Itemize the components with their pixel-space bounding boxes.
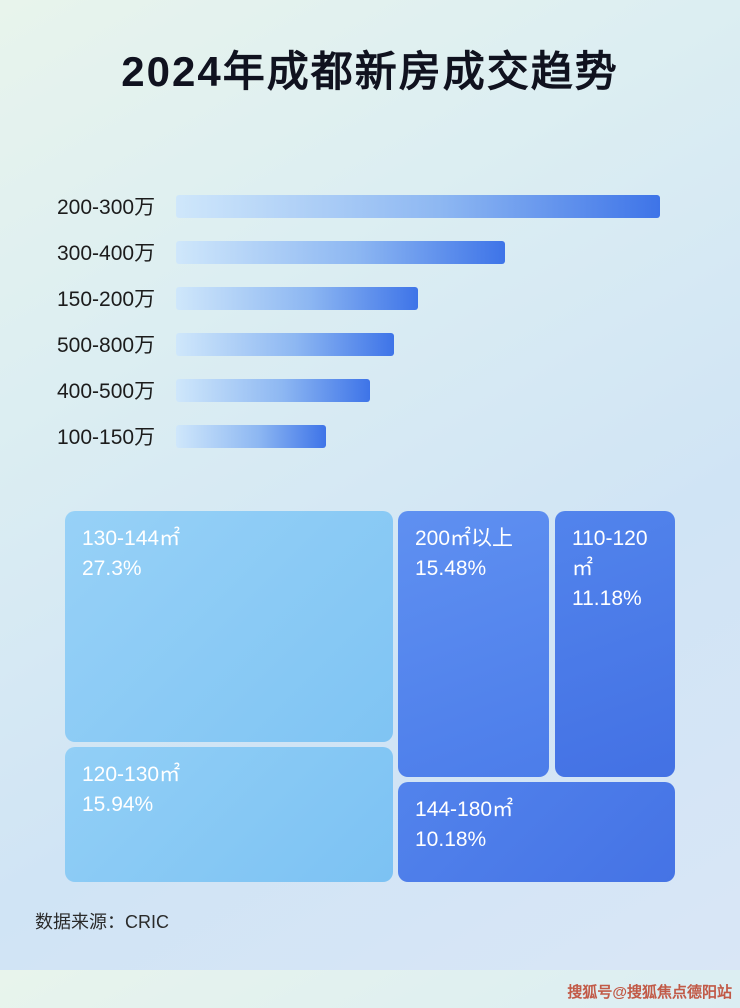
poster: 2024年成都新房成交趋势 200-300万 300-400万 150-200万 50… bbox=[0, 38, 740, 1008]
bar-label: 500-800万 bbox=[57, 334, 156, 357]
bar-track bbox=[176, 194, 660, 218]
bar-label: 400-500万 bbox=[57, 380, 156, 403]
block-label: 200㎡以上 bbox=[415, 527, 514, 550]
bar-track bbox=[176, 286, 660, 310]
bar-row: 100-150万 bbox=[57, 413, 740, 459]
bar-track bbox=[176, 424, 660, 448]
bar-label: 300-400万 bbox=[57, 242, 156, 265]
bar-label: 200-300万 bbox=[57, 196, 156, 219]
bar-label: 150-200万 bbox=[57, 288, 156, 311]
bar bbox=[176, 194, 660, 218]
bar-track bbox=[176, 240, 660, 264]
watermark: 搜狐号@搜狐焦点德阳站 bbox=[567, 984, 732, 1001]
bar-row: 200-300万 bbox=[57, 183, 740, 229]
block-label: 144-180㎡ bbox=[415, 798, 514, 821]
bar bbox=[176, 332, 394, 356]
treemap-block-144-180: 144-180㎡ 10.18% bbox=[398, 782, 675, 882]
data-source: 数据来源：CRIC bbox=[35, 912, 169, 932]
treemap-block-120-130: 120-130㎡ 15.94% bbox=[65, 747, 393, 882]
block-value: 15.48% bbox=[415, 557, 487, 580]
bar bbox=[176, 286, 418, 310]
bar bbox=[176, 424, 327, 448]
bar bbox=[176, 378, 370, 402]
block-value: 27.3% bbox=[82, 557, 142, 580]
page-title: 2024年成都新房成交趋势 bbox=[121, 48, 619, 95]
bar-chart: 200-300万 300-400万 150-200万 500-800万 400-500万… bbox=[57, 183, 740, 459]
bar-label: 100-150万 bbox=[57, 426, 156, 449]
block-value: 11.18% bbox=[572, 587, 642, 610]
block-label: 110-120㎡ bbox=[572, 527, 648, 580]
bar-track bbox=[176, 378, 660, 402]
treemap-block-130-144: 130-144㎡ 27.3% bbox=[65, 511, 393, 742]
treemap-block-110-120: 110-120㎡ 11.18% bbox=[555, 511, 675, 777]
treemap-block-200-plus: 200㎡以上 15.48% bbox=[398, 511, 549, 777]
bar-row: 500-800万 bbox=[57, 321, 740, 367]
bar-track bbox=[176, 332, 660, 356]
bar-row: 400-500万 bbox=[57, 367, 740, 413]
block-value: 10.18% bbox=[415, 828, 487, 851]
block-label: 130-144㎡ bbox=[82, 527, 181, 550]
bar bbox=[176, 240, 506, 264]
bar-row: 150-200万 bbox=[57, 275, 740, 321]
bar-row: 300-400万 bbox=[57, 229, 740, 275]
treemap: 130-144㎡ 27.3% 200㎡以上 15.48% 110-120㎡ 11… bbox=[65, 511, 675, 882]
block-label: 120-130㎡ bbox=[82, 763, 181, 786]
block-value: 15.94% bbox=[82, 793, 154, 816]
